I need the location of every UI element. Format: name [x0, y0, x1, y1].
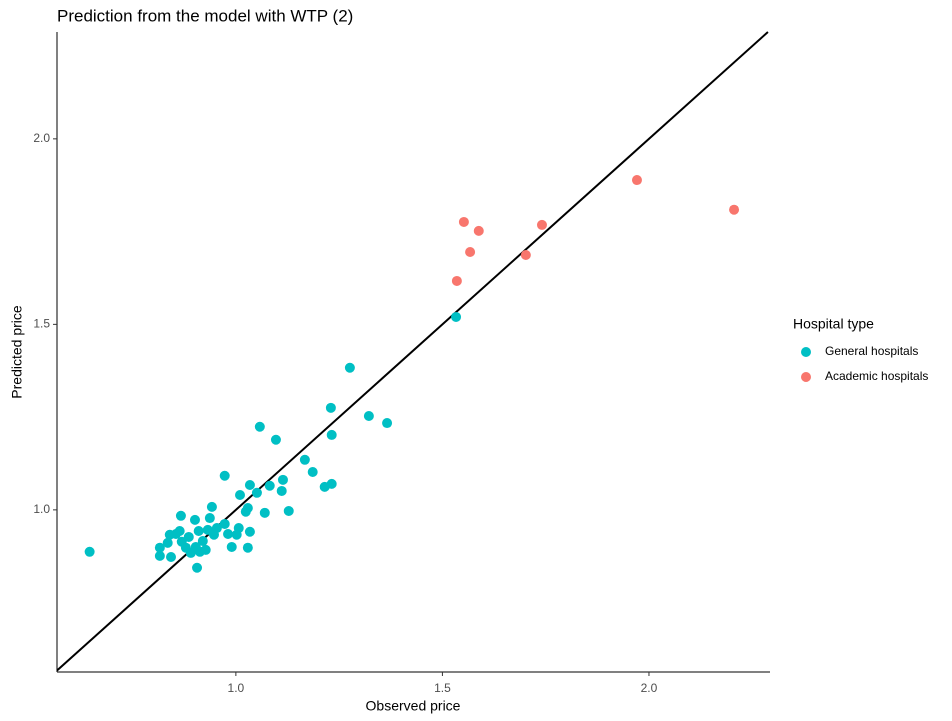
point	[223, 528, 234, 539]
y-tick-label: 1.5	[33, 317, 50, 331]
point	[162, 537, 173, 548]
x-tick-label: 1.5	[434, 681, 451, 695]
point	[729, 204, 740, 215]
point	[206, 501, 217, 512]
point	[254, 421, 265, 432]
point	[235, 490, 246, 501]
point	[276, 485, 287, 496]
point	[183, 531, 194, 542]
legend-title: Hospital type	[793, 316, 874, 332]
point	[283, 505, 294, 516]
point	[197, 536, 208, 547]
point	[219, 470, 230, 481]
point	[270, 434, 281, 445]
point	[189, 514, 200, 525]
point	[344, 362, 355, 373]
point	[465, 247, 476, 258]
chart-title: Prediction from the model with WTP (2)	[57, 6, 353, 25]
legend-swatch	[801, 347, 811, 357]
point	[520, 249, 531, 260]
point	[244, 526, 255, 537]
point	[326, 478, 337, 489]
point	[251, 487, 262, 498]
point	[84, 546, 95, 557]
point	[242, 542, 253, 553]
point	[204, 513, 215, 524]
point	[451, 311, 462, 322]
x-tick-label: 2.0	[641, 681, 658, 695]
y-axis-title: Predicted price	[9, 305, 25, 399]
point	[211, 523, 222, 534]
legend-label: General hospitals	[825, 344, 918, 358]
point	[307, 467, 318, 478]
point	[193, 526, 204, 537]
identity-line	[56, 31, 769, 672]
point	[166, 551, 177, 562]
point	[264, 480, 275, 491]
legend-swatch	[801, 372, 811, 382]
point	[244, 480, 255, 491]
point	[164, 529, 175, 540]
point	[154, 542, 165, 553]
point	[200, 544, 211, 555]
point	[473, 225, 484, 236]
y-tick-label: 1.0	[33, 502, 50, 516]
point	[175, 510, 186, 521]
point	[233, 523, 244, 534]
point	[299, 454, 310, 465]
legend-label: Academic hospitals	[825, 369, 928, 383]
point	[382, 418, 393, 429]
point	[185, 547, 196, 558]
point	[277, 474, 288, 485]
point	[240, 506, 251, 517]
point	[451, 275, 462, 286]
point	[154, 550, 165, 561]
point	[219, 518, 230, 529]
point	[259, 507, 270, 518]
point	[363, 411, 374, 421]
point	[631, 175, 642, 186]
point	[326, 429, 337, 440]
point	[536, 219, 547, 230]
point	[226, 541, 237, 552]
y-tick-label: 2.0	[33, 131, 50, 145]
x-tick-label: 1.0	[228, 681, 245, 695]
point	[458, 216, 469, 227]
point	[325, 402, 336, 413]
x-axis-title: Observed price	[366, 698, 461, 714]
point	[192, 562, 203, 573]
